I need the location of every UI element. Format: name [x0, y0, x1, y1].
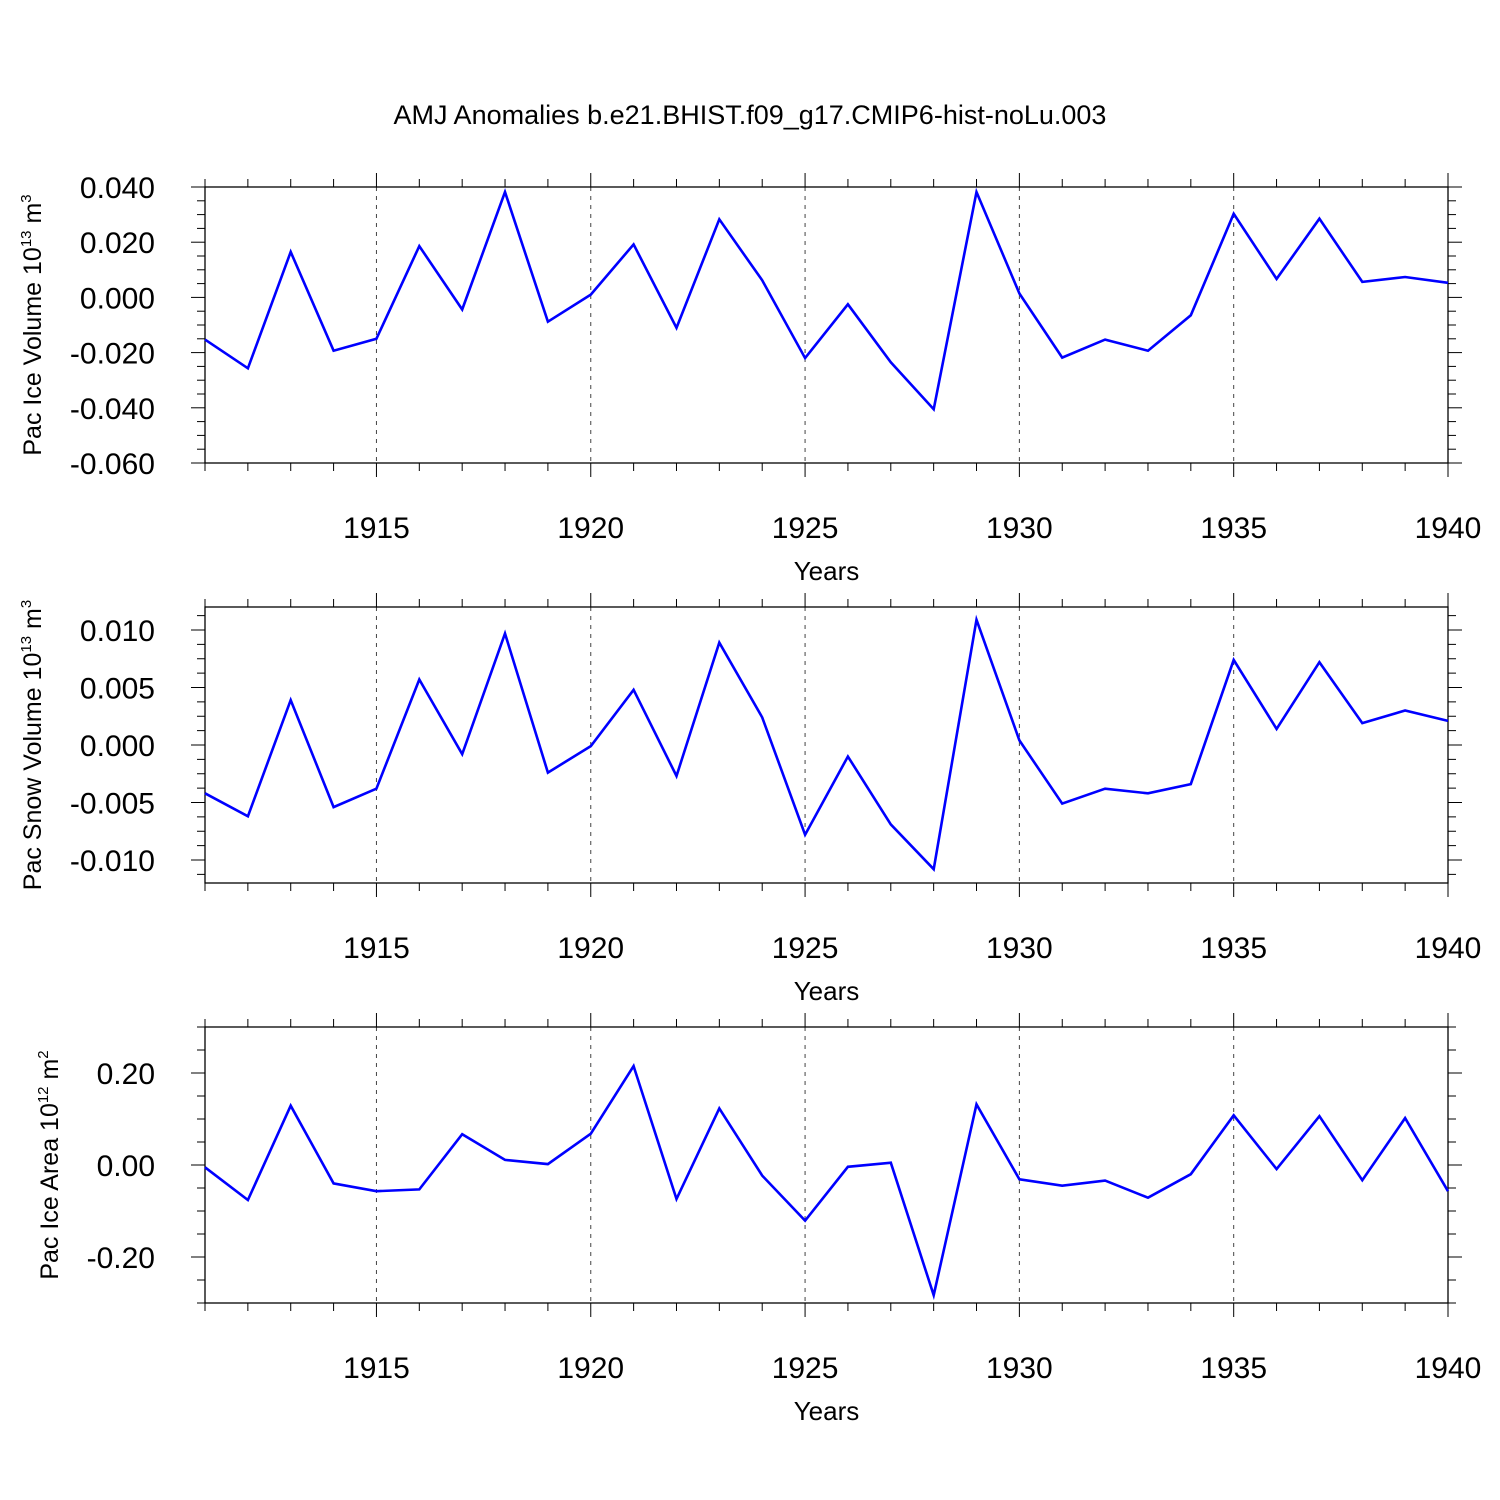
x-tick-label: 1940 [1415, 932, 1482, 965]
chart-panel-3: 0.20 0.00 -0.20 1915 1920 1925 1930 1935 1940 Yea… [35, 1013, 1481, 1426]
chart-panel-1: 0.040 0.020 0.000 -0.020 -0.040 -0.060 1915 192… [18, 172, 1481, 586]
x-tick-label: 1930 [986, 512, 1053, 545]
x-tick-label: 1925 [772, 1352, 839, 1385]
y-tick-label: -0.060 [70, 448, 155, 481]
x-tick-label: 1935 [1200, 932, 1267, 965]
y-tick-label: -0.005 [70, 788, 155, 821]
y-tick-label: -0.20 [87, 1242, 155, 1275]
chart-panel-2: 0.010 0.005 0.000 -0.005 -0.010 1915 1920 1925 1… [18, 593, 1481, 1006]
x-tick-label: 1940 [1415, 512, 1482, 545]
y-tick-label: -0.040 [70, 393, 155, 426]
x-tick-label: 1915 [343, 932, 410, 965]
y-axis-label: Pac Ice Area 1012 m2 [35, 1050, 64, 1279]
x-tick-label: 1940 [1415, 1352, 1482, 1385]
y-axis-label-text: Pac Ice Area 10 [36, 1103, 64, 1280]
series-line [204, 1063, 1450, 1301]
y-axis-label-exponent: 12 [35, 1086, 52, 1103]
series-line [204, 614, 1449, 872]
y-axis-label-exponent: 13 [18, 636, 35, 653]
x-tick-label: 1925 [772, 932, 839, 965]
y-axis-label-text: m [36, 1059, 64, 1087]
y-axis-label-exponent: 2 [35, 1050, 52, 1058]
x-tick-label: 1925 [772, 512, 839, 545]
y-tick-label: 0.005 [80, 673, 155, 706]
y-axis-label-text: Pac Ice Volume 10 [19, 247, 47, 455]
x-axis-label: Years [794, 556, 860, 586]
series-line [204, 187, 1449, 412]
x-tick-label: 1920 [557, 932, 624, 965]
figure-title: AMJ Anomalies b.e21.BHIST.f09_g17.CMIP6-… [394, 100, 1107, 130]
y-axis-label: Pac Ice Volume 1013 m3 [18, 194, 47, 455]
y-tick-label: 0.010 [80, 615, 155, 648]
plot-frame [204, 606, 1449, 884]
x-tick-label: 1930 [986, 932, 1053, 965]
y-axis-label-text: m [19, 203, 47, 231]
x-tick-label: 1920 [557, 512, 624, 545]
x-tick-label: 1920 [557, 1352, 624, 1385]
y-tick-label: 0.000 [80, 282, 155, 315]
x-axis-label: Years [794, 976, 860, 1006]
y-tick-label: 0.040 [80, 172, 155, 205]
x-tick-label: 1935 [1200, 1352, 1267, 1385]
y-tick-label: 0.000 [80, 730, 155, 763]
y-axis-label-exponent: 3 [18, 600, 35, 608]
y-axis-label: Pac Snow Volume 1013 m3 [18, 600, 47, 890]
x-tick-label: 1915 [343, 1352, 410, 1385]
y-tick-label: 0.20 [97, 1058, 155, 1091]
x-axis-label: Years [794, 1396, 860, 1426]
y-axis-label-text: m [19, 608, 47, 636]
y-axis-label-text: Pac Snow Volume 10 [19, 653, 47, 891]
x-tick-label: 1935 [1200, 512, 1267, 545]
y-tick-label: -0.010 [70, 845, 155, 878]
y-axis-label-exponent: 3 [18, 194, 35, 202]
panels: 0.040 0.020 0.000 -0.020 -0.040 -0.060 1915 192… [18, 172, 1481, 1426]
y-axis-label-exponent: 13 [18, 230, 35, 247]
y-tick-label: 0.020 [80, 227, 155, 260]
y-tick-label: 0.00 [97, 1150, 155, 1183]
y-tick-label: -0.020 [70, 338, 155, 371]
plot-frame [204, 186, 1449, 464]
x-tick-label: 1915 [343, 512, 410, 545]
x-tick-label: 1930 [986, 1352, 1053, 1385]
plot-frame [204, 1026, 1449, 1304]
